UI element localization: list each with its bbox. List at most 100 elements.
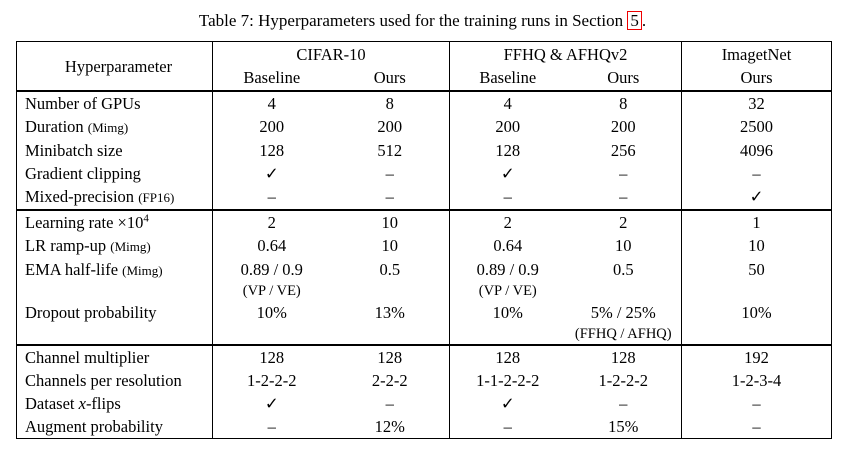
- row-label-part: (Mimg): [122, 263, 163, 278]
- cell-value: 5% / 25%: [590, 303, 656, 322]
- cell: 2500: [681, 115, 832, 139]
- cell-value: 8: [385, 94, 394, 113]
- cell-value: –: [385, 164, 394, 183]
- row-label: Channels per resolution: [17, 369, 213, 392]
- cell: 13%: [331, 301, 450, 345]
- caption-text-prefix: Table 7: Hyperparameters used for the tr…: [198, 11, 628, 30]
- cell-value: 4096: [740, 141, 774, 160]
- cell: 0.5: [566, 258, 682, 301]
- row-label-part: (Mimg): [110, 239, 151, 254]
- row-label: Dropout probability: [17, 301, 213, 345]
- cell-value: 12%: [374, 417, 405, 436]
- cell-value: 13%: [374, 303, 405, 322]
- cell-value: 10%: [256, 303, 287, 322]
- cell: 5% / 25% (FFHQ / AFHQ): [566, 301, 682, 345]
- cell-value: 2-2-2: [371, 371, 408, 390]
- table-section: Number of GPUs 4 8 4 8 32 Duration (Mimg) 200 20…: [16, 91, 832, 210]
- cell: 10%: [449, 301, 566, 345]
- cell: 128: [212, 139, 331, 162]
- row-label-part: 4: [143, 212, 149, 225]
- cell-subvalue: (FFHQ / AFHQ): [574, 326, 672, 342]
- cell-value: ✓: [500, 394, 515, 413]
- header-sub-row: Baseline Ours Baseline Ours Ours: [17, 67, 832, 91]
- cell: –: [331, 162, 450, 185]
- row-label: Channel multiplier: [17, 345, 213, 369]
- table-row: Channel multiplier 128 128 128 128 192: [17, 345, 832, 369]
- cell-value: 1-1-2-2-2: [476, 371, 540, 390]
- cell-value: 10: [615, 236, 632, 255]
- cell-value: –: [752, 417, 761, 436]
- cell: 2: [449, 210, 566, 234]
- cell-value: –: [503, 187, 512, 206]
- column-group-ffhq-afhqv2: FFHQ & AFHQv2: [448, 41, 682, 67]
- cell-value: 2: [619, 213, 628, 232]
- cell: 192: [681, 345, 832, 369]
- cell-value: 1-2-2-2: [247, 371, 297, 390]
- table-row: Gradient clipping ✓ – ✓ – –: [17, 162, 832, 185]
- cell: 2: [212, 210, 331, 234]
- cell: 10%: [681, 301, 832, 345]
- cell-value: 32: [748, 94, 765, 113]
- cell-value: –: [752, 394, 761, 413]
- cell: –: [212, 185, 331, 210]
- row-label-part: EMA half-life: [25, 260, 123, 279]
- cell-value: ✓: [500, 164, 515, 183]
- cell: 1-2-2-2: [566, 369, 682, 392]
- cell-value: –: [267, 187, 276, 206]
- cell-value: –: [267, 417, 276, 436]
- cell: 4096: [681, 139, 832, 162]
- column-header-hyperparameter: Hyperparameter: [64, 56, 173, 76]
- cell: 4: [449, 91, 566, 115]
- table-caption: Table 7: Hyperparameters used for the tr…: [0, 9, 845, 33]
- cell: 200: [212, 115, 331, 139]
- cell-value: 1: [752, 213, 761, 232]
- cell-value: –: [503, 417, 512, 436]
- cell-value: –: [752, 164, 761, 183]
- cell-value: 2: [503, 213, 512, 232]
- table-row: Dataset x-flips ✓ – ✓ – –: [17, 392, 832, 415]
- row-label-part: (Mimg): [87, 120, 129, 135]
- cell: 10: [331, 210, 450, 234]
- cell: 200: [449, 115, 566, 139]
- cell: –: [212, 415, 331, 439]
- row-label: Number of GPUs: [17, 91, 213, 115]
- cell: 0.89 / 0.9 (VP / VE): [449, 258, 566, 301]
- section-link[interactable]: 5: [627, 11, 642, 30]
- cell-value: 0.64: [493, 236, 523, 255]
- cell: 8: [331, 91, 450, 115]
- row-label-part: Channels per resolution: [25, 371, 182, 390]
- row-label-part: (FP16): [138, 190, 175, 205]
- cell: –: [331, 185, 450, 210]
- hyperparameters-table: Hyperparameter CIFAR-10 FFHQ & AFHQv2 Im…: [16, 41, 833, 439]
- cell-value: 200: [377, 117, 403, 136]
- table-section: Channel multiplier 128 128 128 128 192 Channel…: [16, 345, 832, 439]
- cell-subvalue: (VP / VE): [242, 283, 301, 299]
- row-label: Gradient clipping: [17, 162, 213, 185]
- row-label-part: Augment probability: [25, 417, 163, 436]
- cell-value: 10%: [492, 303, 523, 322]
- cell: ✓: [449, 392, 566, 415]
- cell: ✓: [212, 392, 331, 415]
- cell: 512: [331, 139, 450, 162]
- cell: 128: [449, 139, 566, 162]
- cell-value: 0.89 / 0.9: [240, 260, 303, 279]
- caption-text-suffix: .: [641, 11, 647, 30]
- cell-value: ✓: [749, 187, 764, 206]
- cell: 2-2-2: [331, 369, 450, 392]
- row-label-part: Dropout probability: [25, 303, 157, 322]
- cell: 32: [681, 91, 832, 115]
- cell-value: 128: [495, 141, 521, 160]
- cell-value: 128: [377, 348, 403, 367]
- cell-value: –: [385, 187, 394, 206]
- table-header: Hyperparameter CIFAR-10 FFHQ & AFHQv2 Im…: [16, 41, 832, 91]
- cell-subvalue: (VP / VE): [478, 283, 537, 299]
- row-label-part: LR ramp-up: [25, 236, 111, 255]
- table-row: Number of GPUs 4 8 4 8 32: [17, 91, 832, 115]
- cell-value: 128: [259, 141, 285, 160]
- row-label: Augment probability: [17, 415, 213, 439]
- cell: 1-2-2-2: [212, 369, 331, 392]
- cell-value: 10: [381, 213, 399, 232]
- cell: 1-2-3-4: [681, 369, 832, 392]
- row-label: EMA half-life (Mimg): [17, 258, 213, 301]
- cell: –: [566, 185, 682, 210]
